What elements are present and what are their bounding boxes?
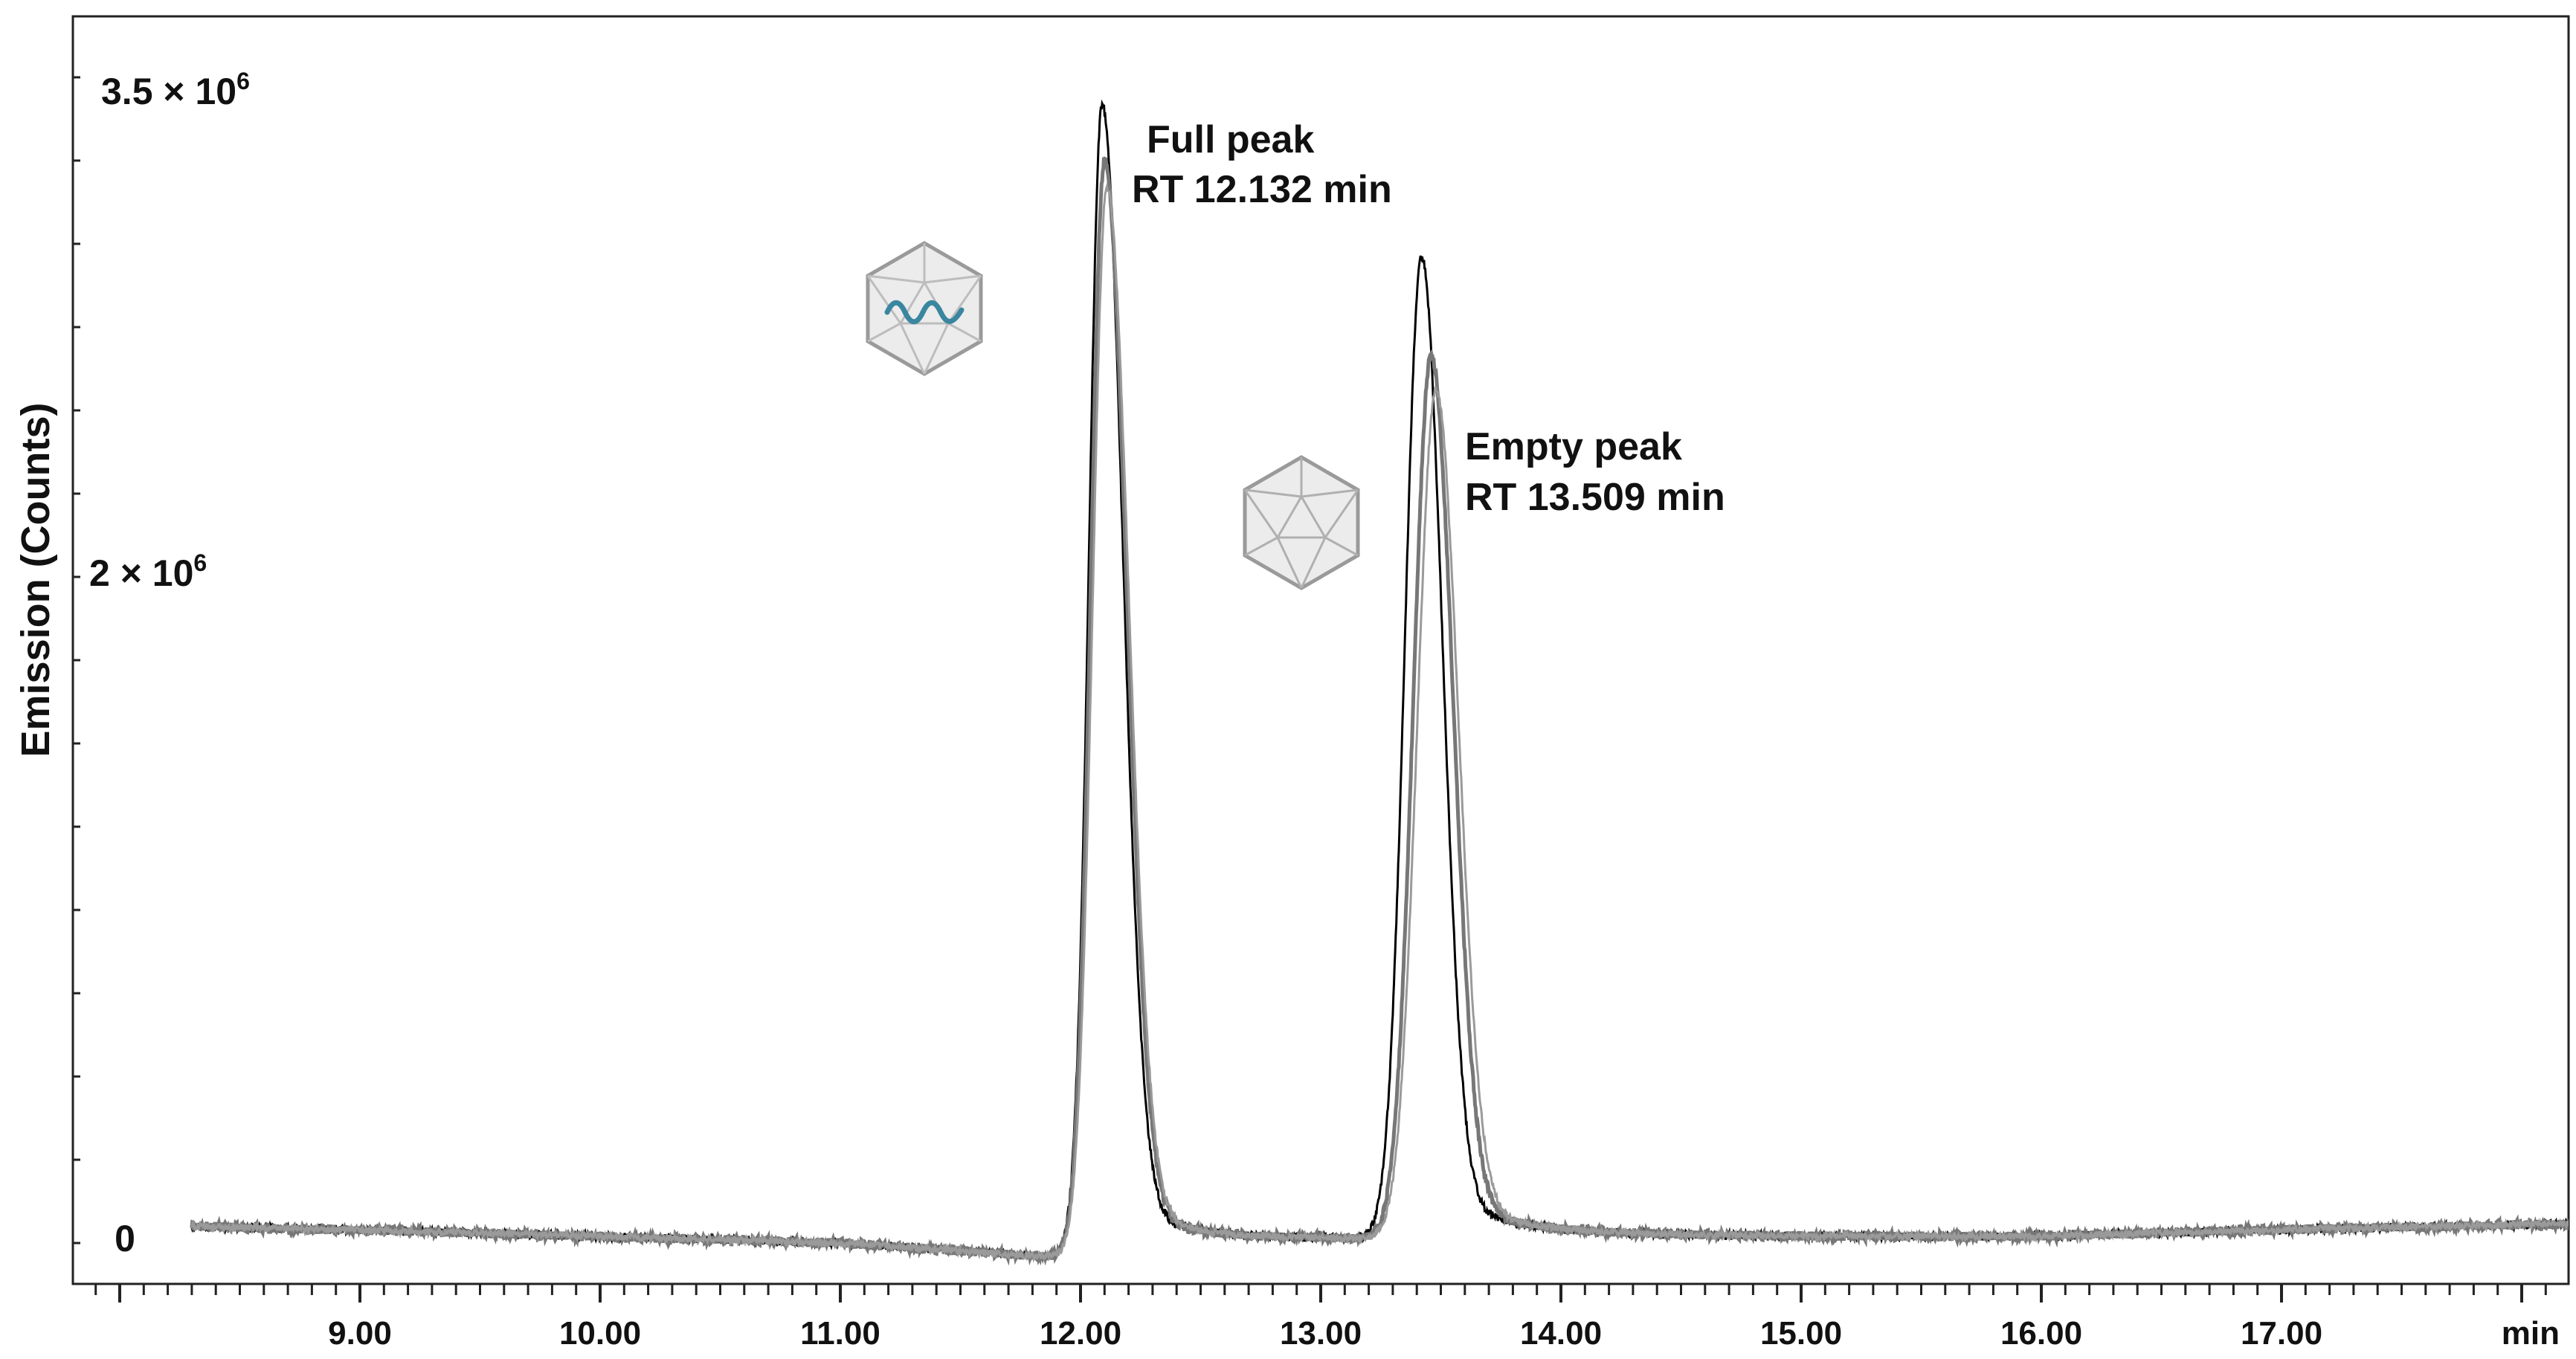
- x-tick-label: 14.00: [1520, 1315, 1602, 1352]
- x-axis-ticks: [94, 1284, 2547, 1302]
- y-tick-label-0: 0: [115, 1218, 135, 1259]
- x-tick-label: 12.00: [1040, 1315, 1121, 1352]
- y-tick-label-2e6: 2 × 106: [89, 549, 207, 594]
- x-axis-unit-label: min: [2502, 1315, 2560, 1352]
- full-peak-label: Full peak: [1147, 118, 1314, 161]
- empty-peak-label: Empty peak: [1465, 425, 1682, 468]
- chromatogram-trace-dark-gray: [190, 156, 2569, 1266]
- empty-capsid-icon: [1243, 455, 1360, 590]
- capsid-with-genome-icon: [866, 241, 983, 376]
- y-tick-label-3-5e6: 3.5 × 106: [101, 68, 250, 112]
- x-tick-label: 10.00: [559, 1315, 641, 1352]
- x-tick-label: 17.00: [2241, 1315, 2322, 1352]
- empty-peak-rt: RT 13.509 min: [1465, 476, 1725, 519]
- x-tick-label: 11.00: [800, 1315, 880, 1352]
- chromatogram-trace-light-gray: [190, 182, 2569, 1263]
- x-tick-label: 16.00: [2000, 1315, 2082, 1352]
- x-tick-label: 15.00: [1760, 1315, 1842, 1352]
- x-tick-label: 13.00: [1280, 1315, 1362, 1352]
- y-axis-label: Emission (Counts): [13, 402, 58, 757]
- x-tick-label: 9.00: [328, 1315, 392, 1352]
- y-axis-minor-ticks: [73, 76, 80, 1245]
- full-peak-rt: RT 12.132 min: [1132, 168, 1392, 211]
- chromatogram-trace-black: [190, 99, 2569, 1262]
